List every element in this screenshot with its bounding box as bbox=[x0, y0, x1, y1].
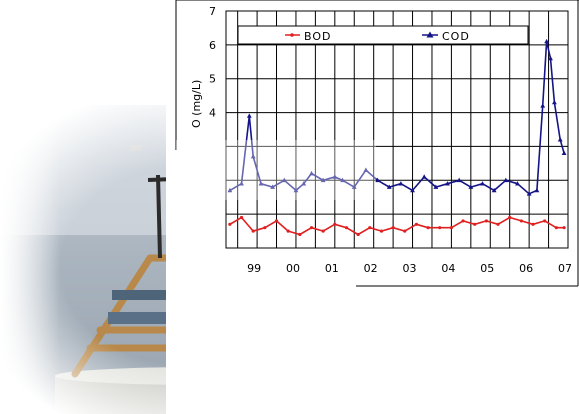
bod-point bbox=[519, 219, 523, 223]
cod-point bbox=[526, 191, 532, 196]
cod-point bbox=[548, 55, 553, 61]
bod-point bbox=[239, 215, 244, 220]
cod-point bbox=[551, 99, 557, 105]
x-tick-label: 03 bbox=[403, 262, 417, 275]
cod-point bbox=[421, 174, 427, 179]
x-tick-label: 01 bbox=[325, 262, 339, 275]
cod-point bbox=[250, 153, 256, 159]
cod-point bbox=[270, 184, 276, 189]
legend-bod-marker bbox=[290, 33, 294, 37]
bod-point bbox=[263, 226, 267, 230]
cod-point bbox=[293, 187, 299, 193]
bod-point bbox=[333, 222, 337, 226]
bod-point bbox=[496, 222, 500, 226]
bod-point bbox=[344, 226, 349, 230]
legend-cod-label: COD bbox=[442, 30, 470, 43]
cod-point bbox=[433, 184, 439, 189]
bod-point bbox=[286, 229, 290, 233]
y-tick-label: 4 bbox=[209, 107, 216, 120]
chart-panel-background bbox=[166, 0, 579, 414]
cod-point bbox=[456, 177, 462, 183]
legend-bod-label: BOD bbox=[304, 30, 331, 43]
cod-point bbox=[227, 187, 233, 193]
y-tick-label: 5 bbox=[209, 73, 216, 86]
x-tick-label: 00 bbox=[286, 262, 300, 275]
cod-point bbox=[544, 38, 550, 44]
cod-point bbox=[258, 181, 264, 186]
bod-point bbox=[543, 219, 547, 223]
cod-point bbox=[515, 181, 520, 186]
cod-point bbox=[340, 177, 345, 183]
x-tick-label: 04 bbox=[441, 262, 455, 275]
bod-point bbox=[298, 232, 302, 237]
cod-point bbox=[445, 181, 450, 186]
bod-point bbox=[554, 226, 558, 230]
cod-point bbox=[386, 184, 392, 189]
bod-point bbox=[321, 229, 325, 233]
bod-point bbox=[531, 222, 535, 226]
bod-point bbox=[508, 215, 512, 220]
cod-point bbox=[332, 174, 338, 179]
bod-point bbox=[484, 219, 488, 223]
cod-series bbox=[227, 38, 567, 196]
cod-point bbox=[503, 177, 509, 183]
cod-point bbox=[301, 181, 307, 186]
legend-box bbox=[237, 25, 529, 45]
cod-point bbox=[309, 170, 314, 176]
bod-point bbox=[274, 219, 279, 223]
bod-point bbox=[379, 229, 384, 233]
cod-point bbox=[410, 187, 415, 193]
y-axis-label: O (mg/L) bbox=[190, 80, 203, 128]
bod-point bbox=[426, 226, 430, 230]
bod-point bbox=[309, 226, 314, 230]
cod-point bbox=[561, 150, 567, 155]
chart-grid bbox=[225, 10, 569, 249]
cod-point bbox=[351, 184, 357, 189]
bod-point bbox=[414, 222, 419, 226]
bod-line bbox=[229, 216, 565, 236]
cod-point bbox=[557, 137, 563, 142]
cod-point bbox=[480, 181, 485, 186]
legend-cod-marker bbox=[426, 31, 434, 38]
x-tick-label: 05 bbox=[480, 262, 494, 275]
cod-point bbox=[491, 187, 497, 193]
y-tick-label: 6 bbox=[209, 39, 216, 52]
x-tick-label: 99 bbox=[247, 262, 261, 275]
bod-point bbox=[449, 226, 454, 230]
bod-point bbox=[391, 226, 395, 230]
bod-point bbox=[251, 229, 255, 233]
bod-point bbox=[228, 222, 232, 226]
photo-overlap-haze bbox=[176, 140, 376, 200]
cod-point bbox=[239, 181, 244, 186]
cod-point bbox=[246, 113, 252, 118]
bod-point bbox=[356, 232, 360, 237]
bod-point bbox=[368, 226, 372, 230]
x-tick-label: 06 bbox=[519, 262, 533, 275]
y-tick-label: 7 bbox=[209, 5, 216, 18]
cod-point bbox=[363, 167, 369, 172]
cod-point bbox=[375, 177, 380, 183]
bod-point bbox=[461, 219, 465, 223]
cod-point bbox=[534, 187, 540, 193]
cod-point bbox=[320, 177, 326, 183]
x-tick-label: 02 bbox=[364, 262, 378, 275]
cod-point bbox=[468, 184, 474, 189]
bod-series bbox=[228, 215, 566, 237]
bod-point bbox=[403, 229, 407, 233]
cod-point bbox=[281, 177, 287, 183]
bod-point bbox=[562, 226, 566, 230]
cod-point bbox=[398, 181, 404, 186]
bod-point bbox=[473, 222, 477, 226]
plot-area-border bbox=[225, 10, 569, 249]
bod-point bbox=[438, 226, 442, 230]
chart: 7 6 5 4 99 00 01 02 03 04 05 06 07 BOD COD O (mg/L) bbox=[166, 0, 579, 414]
chart-legend: BOD COD bbox=[237, 25, 529, 45]
x-tick-label: 07 bbox=[558, 262, 572, 275]
chart-ticks: 7 6 5 4 99 00 01 02 03 04 05 06 07 bbox=[209, 5, 572, 275]
cod-point bbox=[540, 103, 546, 108]
